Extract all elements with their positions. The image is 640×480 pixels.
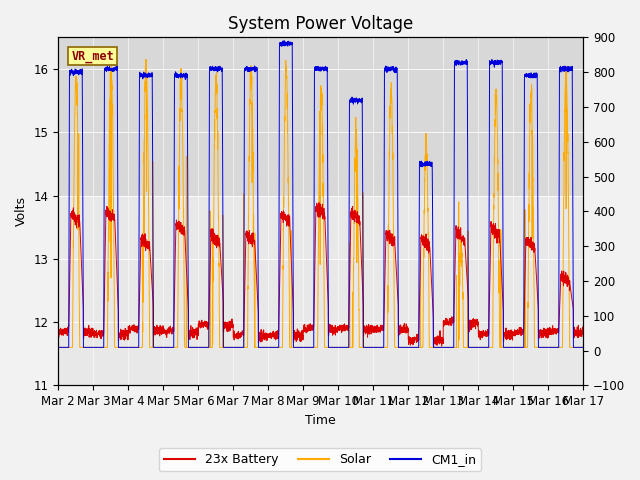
Title: System Power Voltage: System Power Voltage xyxy=(228,15,413,33)
Y-axis label: Volts: Volts xyxy=(15,196,28,227)
Bar xyxy=(58,37,583,195)
X-axis label: Time: Time xyxy=(305,414,336,427)
Legend: 23x Battery, Solar, CM1_in: 23x Battery, Solar, CM1_in xyxy=(159,448,481,471)
Text: VR_met: VR_met xyxy=(72,49,114,62)
